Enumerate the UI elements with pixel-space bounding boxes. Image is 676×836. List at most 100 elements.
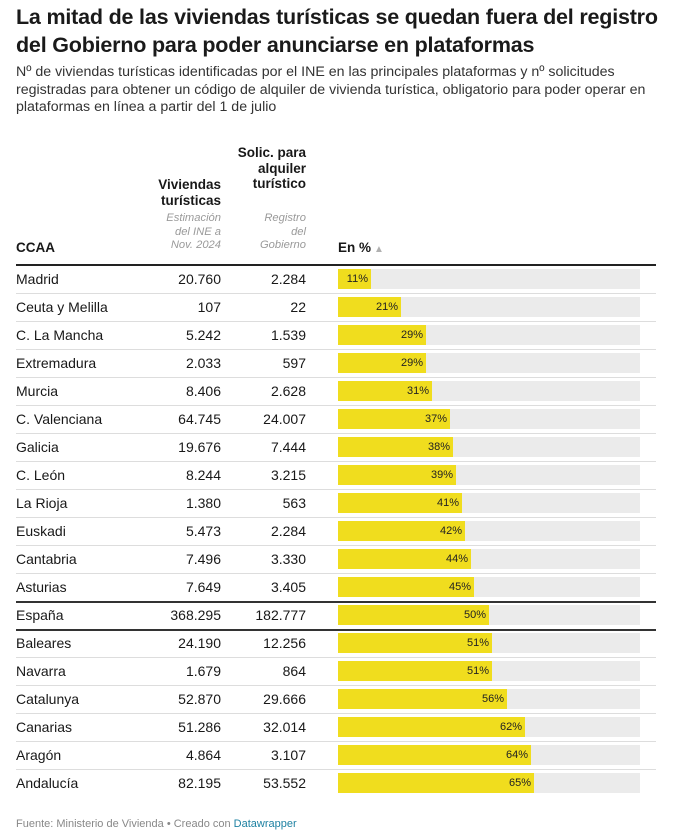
cell-ccaa: Murcia <box>16 383 59 399</box>
table-row: C. León 8.244 3.215 39% <box>16 461 656 490</box>
bar <box>338 409 450 429</box>
bar-value-label: 29% <box>400 357 423 369</box>
bar-track: 65% <box>338 773 640 793</box>
cell-ccaa: Andalucía <box>16 775 79 791</box>
bar <box>338 381 432 401</box>
cell-viviendas: 8.244 <box>185 467 221 483</box>
bar-track: 29% <box>338 325 640 345</box>
bar-track: 56% <box>338 689 640 709</box>
column-header-percent[interactable]: En % ▲ <box>338 240 384 258</box>
datawrapper-link[interactable]: Datawrapper <box>233 818 297 830</box>
column-header-percent-label: En % <box>338 240 372 255</box>
cell-viviendas: 2.033 <box>185 355 221 371</box>
bar-track: 21% <box>338 297 640 317</box>
cell-ccaa: Aragón <box>16 747 62 763</box>
bar-track: 38% <box>338 437 640 457</box>
cell-solicitudes: 3.215 <box>270 467 306 483</box>
cell-solicitudes: 29.666 <box>263 691 306 707</box>
bar-value-label: 51% <box>466 637 489 649</box>
bar-track: 44% <box>338 549 640 569</box>
bar-value-label: 38% <box>427 441 450 453</box>
bar <box>338 773 534 793</box>
table-row-total: España 368.295 182.777 50% <box>16 601 656 629</box>
table-row: Euskadi 5.473 2.284 42% <box>16 517 656 546</box>
cell-solicitudes: 32.014 <box>263 719 306 735</box>
column-subheader-solicitudes: Registro del Gobierno <box>259 212 306 251</box>
column-header-viviendas[interactable]: Viviendas turísticas <box>158 177 221 208</box>
cell-ccaa: Catalunya <box>16 691 80 707</box>
cell-ccaa: Madrid <box>16 271 59 287</box>
highlight-divider-top <box>16 601 656 603</box>
cell-solicitudes: 563 <box>282 495 306 511</box>
bar-value-label: 39% <box>430 469 453 481</box>
cell-viviendas: 7.496 <box>185 551 221 567</box>
bar-value-label: 42% <box>439 525 462 537</box>
footer: Fuente: Ministerio de Vivienda • Creado … <box>16 818 297 830</box>
bar <box>338 745 531 765</box>
table-row: Canarias 51.286 32.014 62% <box>16 713 656 742</box>
cell-solicitudes: 597 <box>282 355 306 371</box>
header-divider <box>16 264 656 266</box>
bar-track: 31% <box>338 381 640 401</box>
cell-viviendas: 51.286 <box>178 719 221 735</box>
cell-viviendas: 20.760 <box>178 271 221 287</box>
table-row: La Rioja 1.380 563 41% <box>16 489 656 518</box>
bar-track: 37% <box>338 409 640 429</box>
cell-ccaa: Asturias <box>16 579 67 595</box>
bar-value-label: 64% <box>505 749 528 761</box>
bar <box>338 297 401 317</box>
table-row: Murcia 8.406 2.628 31% <box>16 377 656 406</box>
cell-viviendas: 368.295 <box>170 607 221 623</box>
cell-viviendas: 52.870 <box>178 691 221 707</box>
cell-viviendas: 107 <box>197 299 221 315</box>
bar-value-label: 50% <box>463 609 486 621</box>
cell-viviendas: 1.679 <box>185 663 221 679</box>
bar <box>338 521 465 541</box>
cell-ccaa: La Rioja <box>16 495 68 511</box>
cell-viviendas: 82.195 <box>178 775 221 791</box>
bar-track: 51% <box>338 633 640 653</box>
cell-ccaa: Euskadi <box>16 523 66 539</box>
table-row: Asturias 7.649 3.405 45% <box>16 573 656 601</box>
cell-solicitudes: 22 <box>290 299 306 315</box>
bar <box>338 549 471 569</box>
bar <box>338 353 426 373</box>
cell-viviendas: 1.380 <box>185 495 221 511</box>
column-header-solicitudes[interactable]: Solic. para alquiler turístico <box>237 145 306 191</box>
cell-ccaa: Ceuta y Melilla <box>16 299 108 315</box>
table-row: Catalunya 52.870 29.666 56% <box>16 685 656 714</box>
cell-viviendas: 7.649 <box>185 579 221 595</box>
cell-solicitudes: 1.539 <box>270 327 306 343</box>
bar <box>338 437 453 457</box>
table-row: Andalucía 82.195 53.552 65% <box>16 769 656 797</box>
bar <box>338 465 456 485</box>
table-row: Madrid 20.760 2.284 11% <box>16 265 656 294</box>
highlight-divider-bottom <box>16 629 656 631</box>
cell-solicitudes: 182.777 <box>255 607 306 623</box>
cell-viviendas: 5.473 <box>185 523 221 539</box>
bar-track: 64% <box>338 745 640 765</box>
bar-track: 62% <box>338 717 640 737</box>
chart-title: La mitad de las viviendas turísticas se … <box>16 5 658 57</box>
triangle-up-icon: ▲ <box>374 244 384 255</box>
cell-ccaa: Canarias <box>16 719 73 735</box>
cell-solicitudes: 2.628 <box>270 383 306 399</box>
cell-viviendas: 4.864 <box>185 747 221 763</box>
cell-solicitudes: 2.284 <box>270 271 306 287</box>
bar-value-label: 51% <box>466 665 489 677</box>
column-header-ccaa[interactable]: CCAA <box>16 240 55 255</box>
cell-solicitudes: 2.284 <box>270 523 306 539</box>
bar-value-label: 41% <box>436 497 459 509</box>
bar <box>338 325 426 345</box>
bar <box>338 269 371 289</box>
bar-track: 29% <box>338 353 640 373</box>
bar <box>338 689 507 709</box>
bar-value-label: 62% <box>499 721 522 733</box>
cell-ccaa: Extremadura <box>16 355 97 371</box>
cell-ccaa: Baleares <box>16 635 72 651</box>
table-row: Baleares 24.190 12.256 51% <box>16 629 656 658</box>
cell-ccaa: España <box>16 607 64 623</box>
table-row: Navarra 1.679 864 51% <box>16 657 656 686</box>
column-subheader-viviendas: Estimación del INE a Nov. 2024 <box>166 212 221 251</box>
cell-viviendas: 64.745 <box>178 411 221 427</box>
